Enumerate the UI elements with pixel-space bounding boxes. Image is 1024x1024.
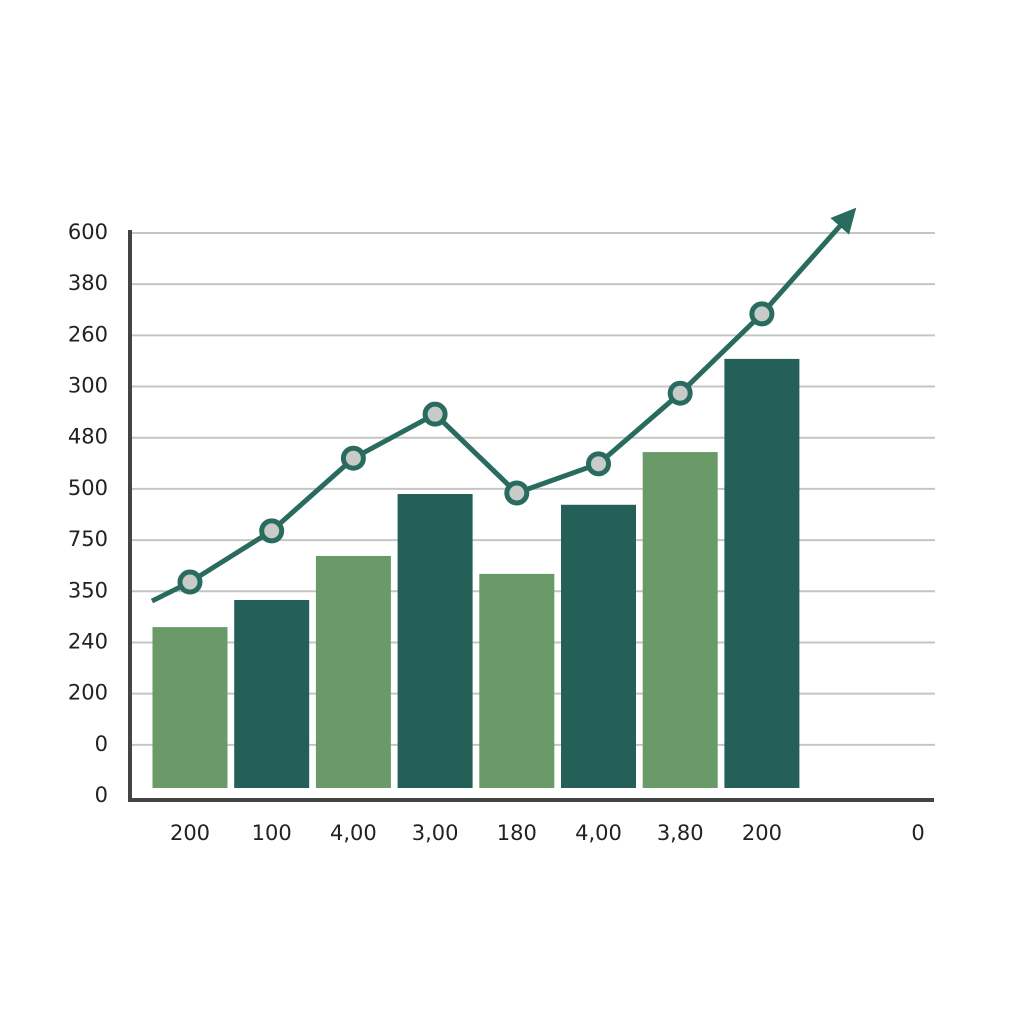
bar: [152, 627, 228, 788]
point: [259, 518, 285, 544]
x-tick-label: 100: [252, 821, 292, 845]
bar: [479, 573, 555, 788]
point: [749, 301, 775, 327]
x-tick-label: 180: [497, 821, 537, 845]
trend-arrow: [760, 207, 857, 316]
line: [188, 312, 764, 585]
bar: [397, 494, 473, 788]
x-tick-label: 3,00: [412, 821, 459, 845]
bar: [642, 452, 718, 788]
bar: [315, 555, 391, 788]
y-tick-label: 480: [68, 425, 108, 449]
y-tick-label: 260: [68, 322, 108, 346]
point: [586, 451, 611, 477]
y-tick-label: 200: [68, 681, 108, 705]
y-tick-label: 750: [68, 527, 108, 551]
lines: [150, 207, 857, 604]
y-tick-label: 600: [68, 220, 108, 244]
y-tick-label: 350: [68, 578, 108, 602]
x-tick-label: 200: [742, 821, 782, 845]
y-tick-label: 380: [68, 271, 108, 295]
point: [177, 569, 203, 595]
x-tick-label: 4,00: [575, 821, 622, 845]
bar: [561, 504, 636, 788]
labels: 0 0 200 240 350 750 500 480 300 260 380 600 200 100 4,…: [68, 220, 925, 845]
y-tick-label: 300: [68, 374, 108, 398]
x-tick-label: 4,00: [330, 821, 377, 845]
point: [667, 380, 693, 406]
bar: [234, 599, 310, 788]
point: [422, 401, 448, 427]
y-tick-label: 0: [95, 732, 108, 756]
y-tick-label: 240: [68, 629, 108, 653]
y-tick-label: 500: [68, 476, 108, 500]
x-tick-label: 3,80: [657, 821, 704, 845]
bar: [724, 358, 800, 788]
y-tick-label: 0: [95, 783, 108, 807]
x-tick-label: 200: [170, 821, 210, 845]
point: [340, 445, 366, 471]
point: [504, 480, 530, 506]
x-tick-label: 0: [911, 821, 924, 845]
bars: [152, 358, 800, 788]
